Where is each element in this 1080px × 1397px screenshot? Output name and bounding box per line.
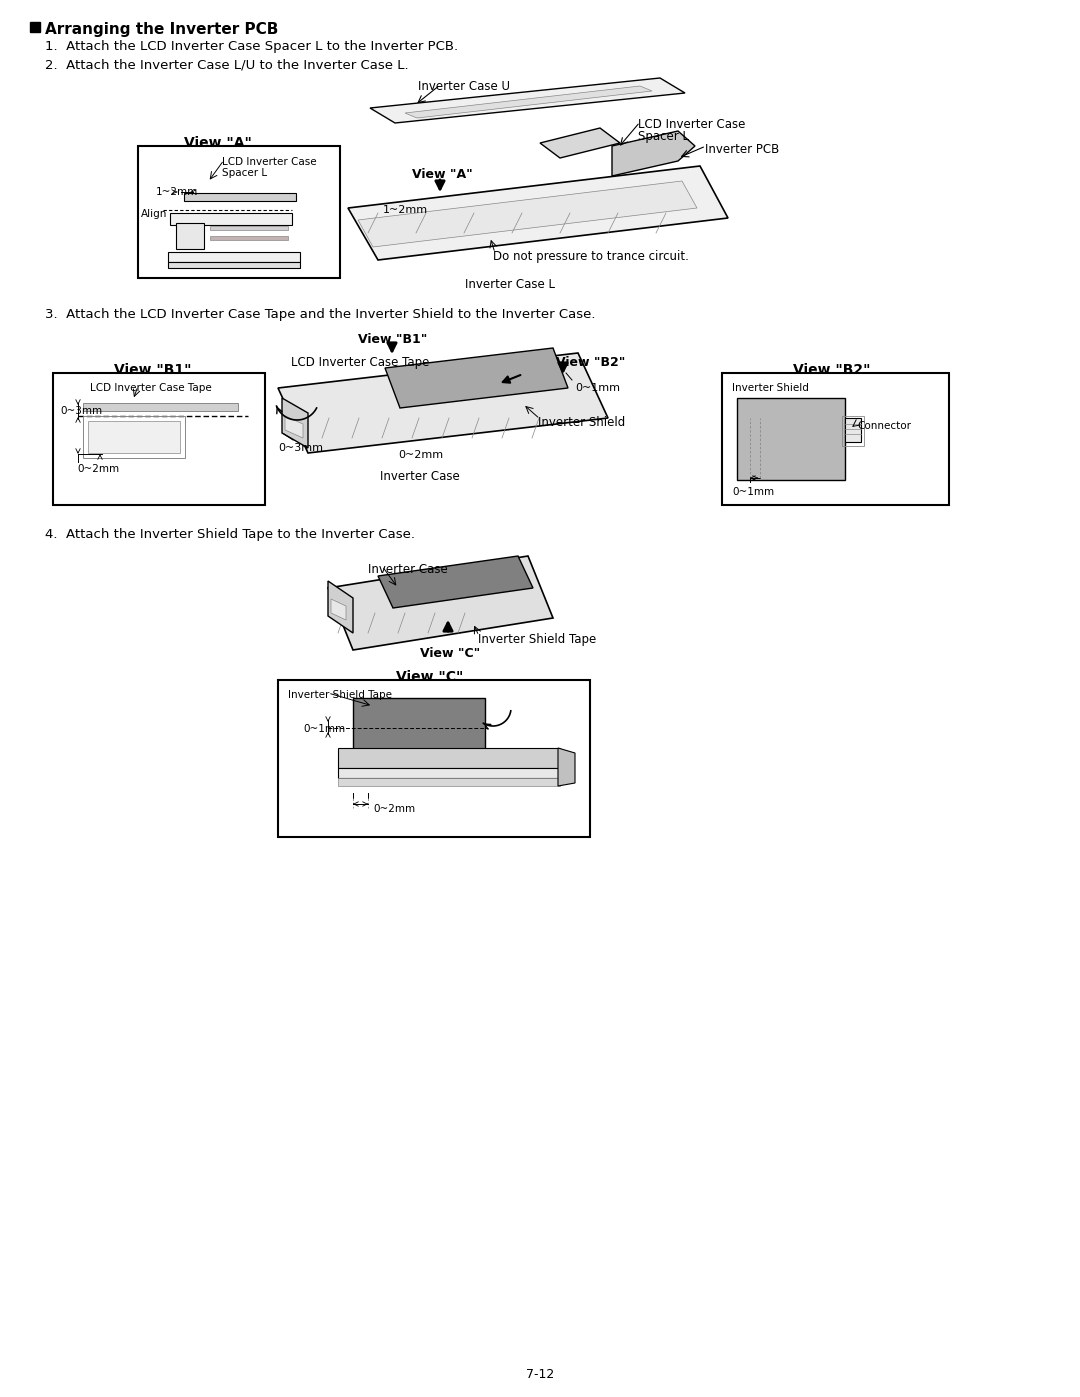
Text: Inverter Shield Tape: Inverter Shield Tape xyxy=(478,633,596,645)
Text: View "C": View "C" xyxy=(420,647,481,659)
Circle shape xyxy=(636,149,648,162)
Polygon shape xyxy=(348,166,728,260)
Bar xyxy=(53,373,265,504)
Text: 0~1mm: 0~1mm xyxy=(575,383,620,393)
Text: Inverter Case: Inverter Case xyxy=(368,563,448,576)
Text: Arranging the Inverter PCB: Arranging the Inverter PCB xyxy=(45,22,279,36)
Bar xyxy=(87,420,180,453)
Polygon shape xyxy=(357,182,697,247)
Bar xyxy=(210,236,288,240)
Text: Do not pressure to trance circuit.: Do not pressure to trance circuit. xyxy=(492,250,689,263)
Text: View "A": View "A" xyxy=(411,168,473,182)
Text: 0~2mm: 0~2mm xyxy=(373,805,415,814)
Text: 4.  Attach the Inverter Shield Tape to the Inverter Case.: 4. Attach the Inverter Shield Tape to th… xyxy=(45,528,415,541)
Polygon shape xyxy=(405,87,652,117)
Text: 1~2mm: 1~2mm xyxy=(156,187,199,197)
Polygon shape xyxy=(330,599,346,620)
Bar xyxy=(737,398,845,481)
Text: Inverter Shield Tape: Inverter Shield Tape xyxy=(288,690,392,700)
Bar xyxy=(83,416,185,458)
Text: Inverter Case L: Inverter Case L xyxy=(465,278,555,291)
Text: Spacer L: Spacer L xyxy=(222,168,267,177)
Bar xyxy=(210,226,288,231)
Text: Inverter Shield: Inverter Shield xyxy=(538,416,625,429)
Text: LCD Inverter Case: LCD Inverter Case xyxy=(222,156,316,168)
Polygon shape xyxy=(384,348,568,408)
Polygon shape xyxy=(370,78,685,123)
Polygon shape xyxy=(558,747,575,787)
Bar xyxy=(176,224,204,249)
Text: 1.  Attach the LCD Inverter Case Spacer L to the Inverter PCB.: 1. Attach the LCD Inverter Case Spacer L… xyxy=(45,41,458,53)
Text: Connector: Connector xyxy=(858,420,912,432)
Text: 0~2mm: 0~2mm xyxy=(77,464,119,474)
Bar xyxy=(723,373,949,504)
Text: View "B2": View "B2" xyxy=(556,356,625,369)
Text: Inverter PCB: Inverter PCB xyxy=(705,142,780,156)
Bar xyxy=(338,778,561,787)
Polygon shape xyxy=(285,416,303,439)
Polygon shape xyxy=(328,581,353,633)
Bar xyxy=(338,768,561,778)
Polygon shape xyxy=(278,353,608,453)
Bar xyxy=(845,418,861,441)
Text: View "B2": View "B2" xyxy=(793,363,870,377)
Polygon shape xyxy=(612,131,696,176)
Text: 3.  Attach the LCD Inverter Case Tape and the Inverter Shield to the Inverter Ca: 3. Attach the LCD Inverter Case Tape and… xyxy=(45,307,595,321)
Text: View "B1": View "B1" xyxy=(114,363,192,377)
Bar xyxy=(353,698,485,754)
Text: Spacer L: Spacer L xyxy=(638,130,689,142)
Text: 0~3mm: 0~3mm xyxy=(278,443,323,453)
Text: View "C": View "C" xyxy=(396,671,463,685)
Text: View "B1": View "B1" xyxy=(357,332,428,346)
Text: 0~2mm: 0~2mm xyxy=(399,450,443,460)
Bar xyxy=(278,680,590,837)
Bar xyxy=(184,193,296,201)
Bar xyxy=(338,747,561,768)
Text: View "A": View "A" xyxy=(184,136,252,149)
Bar xyxy=(138,147,340,278)
Bar xyxy=(168,251,300,263)
Text: 1~2mm: 1~2mm xyxy=(383,205,428,215)
Text: LCD Inverter Case: LCD Inverter Case xyxy=(638,117,745,131)
Text: Inverter Case U: Inverter Case U xyxy=(418,80,510,94)
Polygon shape xyxy=(540,129,620,158)
Text: 0~1mm: 0~1mm xyxy=(732,488,774,497)
Bar xyxy=(170,212,292,225)
Polygon shape xyxy=(328,556,553,650)
Text: 2.  Attach the Inverter Case L/U to the Inverter Case L.: 2. Attach the Inverter Case L/U to the I… xyxy=(45,59,408,71)
Text: Inverter Case: Inverter Case xyxy=(380,469,460,483)
Text: 0~3mm: 0~3mm xyxy=(60,407,103,416)
Text: LCD Inverter Case Tape: LCD Inverter Case Tape xyxy=(90,383,212,393)
Bar xyxy=(83,402,238,411)
Circle shape xyxy=(619,154,631,166)
Text: 0~1mm: 0~1mm xyxy=(303,724,346,733)
Polygon shape xyxy=(378,556,534,608)
Text: 7-12: 7-12 xyxy=(526,1368,554,1382)
Text: Inverter Shield: Inverter Shield xyxy=(732,383,809,393)
Text: LCD Inverter Case Tape: LCD Inverter Case Tape xyxy=(291,356,429,369)
Polygon shape xyxy=(282,398,308,448)
Text: Align: Align xyxy=(141,210,167,219)
Bar xyxy=(168,263,300,268)
Bar xyxy=(842,416,864,446)
Bar xyxy=(30,22,40,32)
